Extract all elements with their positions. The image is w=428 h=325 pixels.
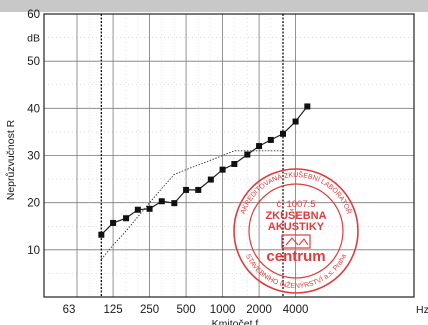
stamp-line-1: č. 1007.5 — [276, 199, 315, 210]
top-band — [0, 0, 428, 12]
y-tick-label-10: 10 — [27, 245, 40, 257]
y-tick-label-40: 40 — [27, 103, 40, 115]
grid — [44, 13, 414, 298]
data-point-315 — [158, 198, 165, 205]
axis-labels: 10 20 30 40 50 60 dB 63 125 250 500 1000 2000 4000 Hz K… — [5, 9, 428, 325]
stamp-emblem — [281, 234, 311, 249]
data-point-250 — [146, 205, 153, 212]
x-tick-label-63: 63 — [63, 304, 76, 316]
x-unit-label: Hz — [416, 304, 428, 316]
stamp-line-3: AKUSTIKY — [268, 221, 325, 233]
data-point-2000 — [256, 143, 263, 150]
x-tick-label-500: 500 — [176, 304, 195, 316]
data-point-125 — [110, 219, 117, 226]
stamp-centrum: centrum — [266, 248, 325, 265]
reference-curve-line — [100, 150, 283, 260]
series-layer — [98, 103, 311, 260]
plot-border — [43, 13, 415, 298]
x-tick-label-2000: 2000 — [246, 304, 272, 316]
y-tick-label-60: 60 — [27, 9, 40, 21]
data-point-800 — [207, 176, 214, 183]
y-tick-label-30: 30 — [27, 151, 40, 163]
data-point-1000 — [219, 166, 226, 173]
data-point-500 — [183, 186, 190, 193]
data-point-100 — [98, 231, 105, 238]
accreditation-stamp: AKREDITOVANÁ ZKUŠEBNÍ LABORATOŘSTAVEBNÍH… — [233, 168, 359, 294]
stamp-outer-ring — [233, 168, 359, 294]
plot-frame — [43, 13, 415, 298]
data-point-160 — [123, 215, 130, 222]
x-tick-label-4000: 4000 — [283, 304, 309, 316]
y-tick-label-50: 50 — [27, 56, 40, 68]
reference-lines — [100, 14, 284, 297]
x-tick-label-1000: 1000 — [210, 304, 236, 316]
data-point-400 — [171, 200, 178, 207]
y-unit-label: dB — [27, 33, 40, 45]
data-point-200 — [134, 206, 141, 213]
data-point-5000 — [304, 103, 311, 110]
x-tick-label-250: 250 — [140, 304, 159, 316]
x-tick-label-125: 125 — [103, 304, 122, 316]
stamp-inner-ring — [248, 183, 344, 279]
data-point-3150 — [280, 130, 287, 137]
data-point-2500 — [267, 136, 274, 143]
data-point-1250 — [231, 160, 238, 167]
stamp-line-2: ZKUŠEBNA — [265, 209, 326, 222]
data-point-1600 — [244, 151, 251, 158]
x-axis-title: Kmitočet f — [212, 318, 259, 325]
y-tick-label-20: 20 — [27, 198, 40, 210]
stamp-emblem-mark — [285, 237, 309, 246]
y-axis-title: Neprůzvučnost R — [5, 119, 17, 200]
data-point-630 — [195, 186, 202, 193]
data-point-4000 — [292, 118, 299, 125]
